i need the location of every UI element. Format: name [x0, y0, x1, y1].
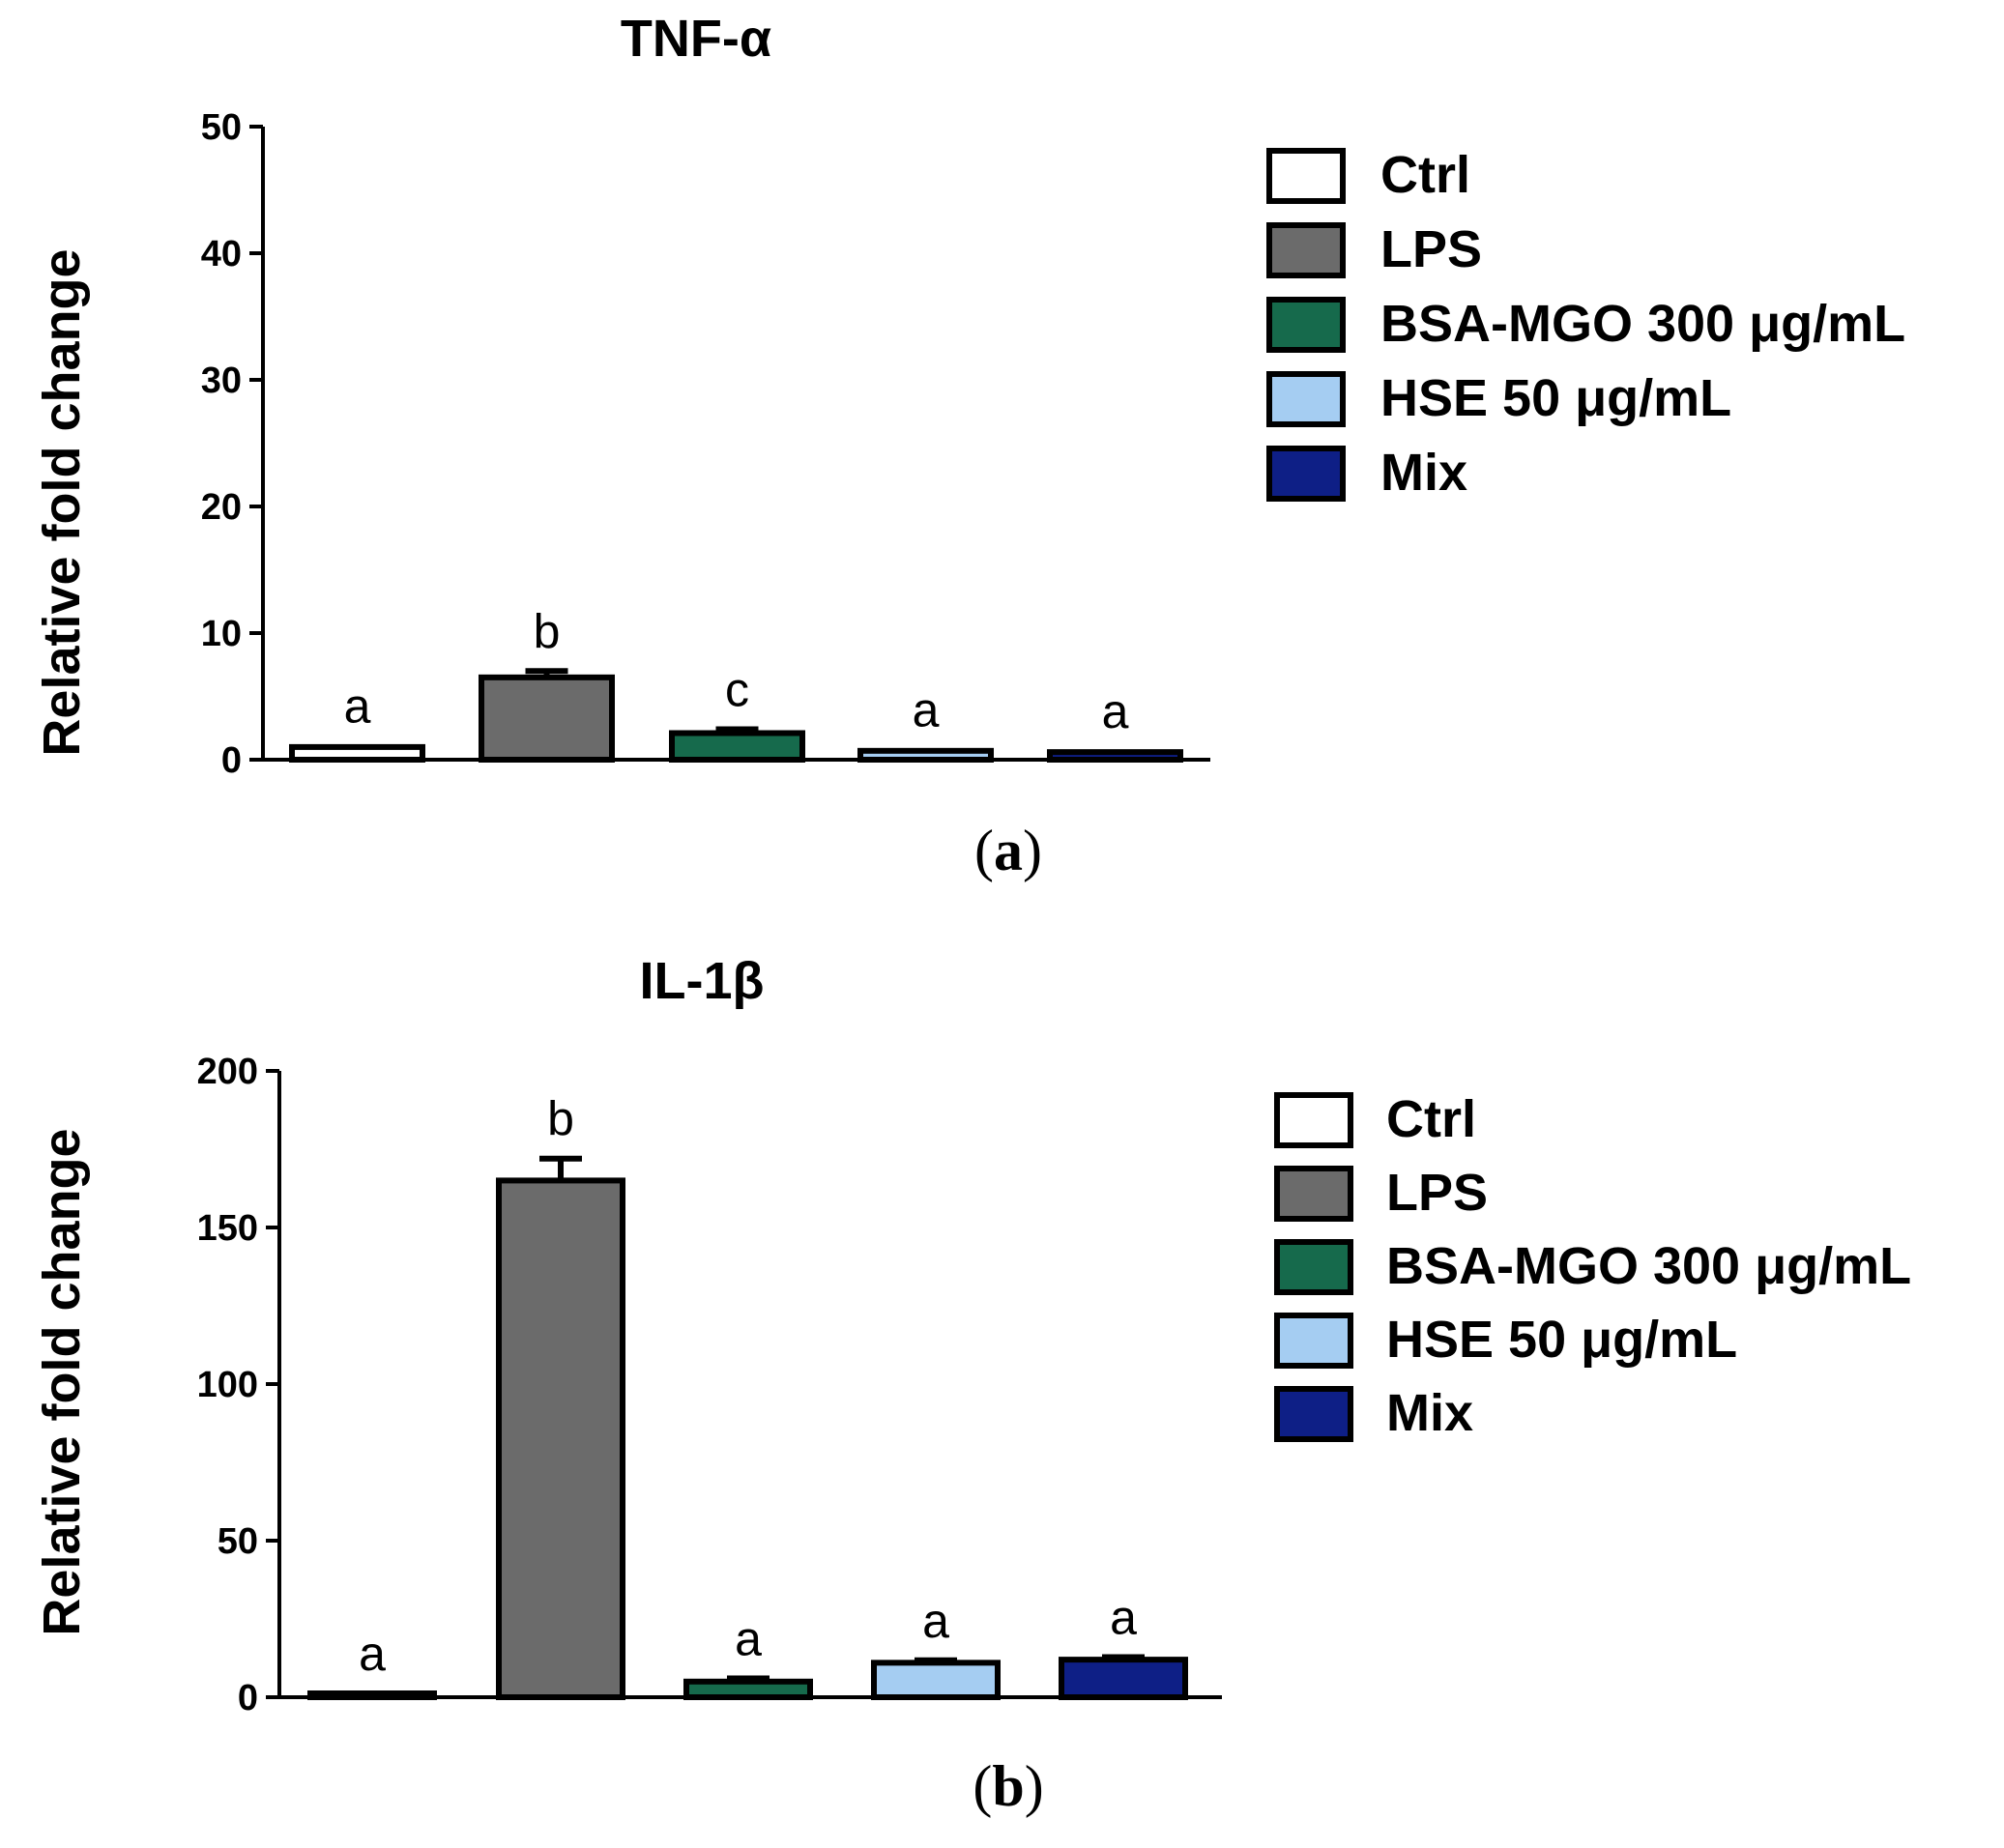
- y-tick-label: 40: [201, 234, 242, 274]
- bar-hse: [871, 1660, 1001, 1700]
- legend-swatch: [1274, 1239, 1353, 1295]
- bars-group: a b c a a: [289, 604, 1183, 764]
- significance-letter: a: [1102, 684, 1129, 738]
- bar-lps: [496, 1177, 625, 1700]
- significance-letter: a: [344, 679, 371, 734]
- legend-swatch: [1266, 446, 1346, 502]
- y-tick-label: 150: [197, 1208, 258, 1249]
- legend-entry: HSE 50 μg/mL: [1386, 1311, 1737, 1369]
- legend-swatch: [1266, 297, 1346, 353]
- y-tick-label: 30: [201, 361, 242, 401]
- significance-letter: c: [725, 663, 749, 717]
- y-tick-label: 200: [197, 1052, 258, 1092]
- bar-bsa-mgo: [683, 1678, 813, 1701]
- significance-letter: a: [1110, 1591, 1137, 1645]
- significance-letter: b: [534, 604, 561, 658]
- legend-entry: Ctrl: [1386, 1090, 1476, 1148]
- y-tick-label: 100: [197, 1365, 258, 1405]
- bars-group: a b a a a: [307, 1092, 1188, 1701]
- legend: Ctrl LPS BSA-MGO 300 μg/mL HSE 50 μg/mL Mix: [1274, 1090, 1911, 1442]
- chart-panel-b: IL-1β Relative fold change 050100150200 …: [33, 952, 1911, 1818]
- legend-swatch: [1274, 1386, 1353, 1442]
- legend-entry: HSE 50 μg/mL: [1380, 369, 1731, 427]
- legend-swatch: [1266, 371, 1346, 427]
- legend-swatch: [1266, 222, 1346, 278]
- y-tick-label: 20: [201, 487, 242, 528]
- y-tick-label: 50: [201, 107, 242, 148]
- bar-mix: [1047, 749, 1183, 764]
- significance-letter: a: [922, 1594, 949, 1648]
- legend-entry: Ctrl: [1380, 146, 1470, 204]
- y-tick-label: 0: [238, 1678, 258, 1718]
- legend-swatch: [1266, 148, 1346, 204]
- y-axis-label: Relative fold change: [33, 248, 91, 756]
- significance-letter: a: [359, 1627, 386, 1681]
- legend-entry: LPS: [1386, 1164, 1488, 1222]
- legend-entry: BSA-MGO 300 μg/mL: [1386, 1237, 1911, 1295]
- axes: 0 50 100 150 200: [197, 1052, 1222, 1718]
- chart-panel-a: TNF-α Relative fold change 0 10 20 30 40 50 a…: [33, 10, 1905, 882]
- legend-swatch: [1274, 1166, 1353, 1222]
- panel-label: (a): [974, 819, 1042, 882]
- bar-ctrl: [307, 1690, 437, 1700]
- y-tick-label: 0: [221, 740, 242, 781]
- legend-entry: Mix: [1380, 444, 1467, 502]
- chart-title: IL-1β: [640, 952, 765, 1010]
- significance-letter: a: [913, 683, 940, 737]
- significance-letter: b: [547, 1092, 574, 1146]
- y-tick-label: 10: [201, 614, 242, 654]
- bar-lps: [479, 674, 615, 763]
- chart-title: TNF-α: [621, 10, 771, 68]
- legend-swatch: [1274, 1092, 1353, 1148]
- bar-ctrl: [289, 743, 425, 764]
- bar-hse: [857, 747, 994, 764]
- legend-swatch: [1274, 1313, 1353, 1369]
- legend: Ctrl LPS BSA-MGO 300 μg/mL HSE 50 μg/mL Mix: [1266, 146, 1905, 502]
- significance-letter: a: [735, 1612, 762, 1666]
- legend-entry: LPS: [1380, 220, 1482, 278]
- y-tick-label: 50: [218, 1521, 258, 1562]
- legend-entry: BSA-MGO 300 μg/mL: [1380, 295, 1905, 353]
- bar-mix: [1059, 1657, 1188, 1700]
- y-axis-label: Relative fold change: [33, 1128, 91, 1635]
- legend-entry: Mix: [1386, 1384, 1473, 1442]
- bar-bsa-mgo: [669, 730, 805, 763]
- panel-label: (b): [973, 1754, 1043, 1818]
